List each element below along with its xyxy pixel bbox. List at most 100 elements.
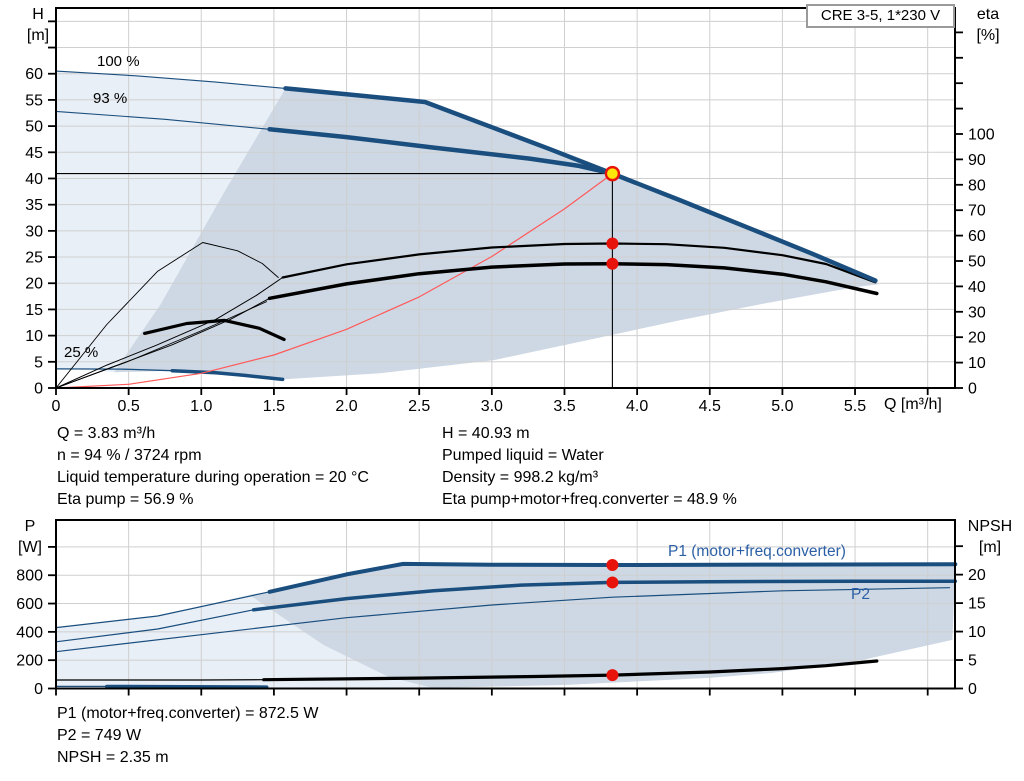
curve-max-envelope-thick xyxy=(283,86,878,283)
tick-label: 5.0 xyxy=(771,398,793,415)
tick-label: 10 xyxy=(968,624,986,641)
p2-thick xyxy=(251,579,958,612)
npsh-thick xyxy=(262,659,879,682)
qh-chart-plot-area[interactable] xyxy=(56,8,955,388)
tick-label: 600 xyxy=(16,596,43,613)
result-line-eta-pump: Eta pump = 56.9 % xyxy=(57,491,194,508)
tick-label: 10 xyxy=(25,328,43,345)
power-band-dark xyxy=(249,563,956,688)
result-block-left: Q = 3.83 m³/h n = 94 % / 3724 rpm Liquid… xyxy=(57,423,369,511)
tick-label: 70 xyxy=(968,203,986,220)
result-line-liquid: Pumped liquid = Water xyxy=(442,447,604,464)
tick-label: 200 xyxy=(16,653,43,670)
eta-axis-title: eta [%] xyxy=(976,6,1000,44)
tick-label: 55 xyxy=(25,92,43,109)
curve-25pct-thick xyxy=(170,368,285,382)
tick-label: 20 xyxy=(968,330,986,347)
eta-pump-thin xyxy=(55,277,284,389)
tick-label: 80 xyxy=(968,177,986,194)
result-block-power: P1 (motor+freq.converter) = 872.5 W P2 =… xyxy=(57,703,318,769)
npsh-axis-title: NPSH [m] xyxy=(967,518,1013,556)
p1-point xyxy=(606,558,619,571)
p1-thick xyxy=(267,561,958,594)
tick-label: 5 xyxy=(34,354,43,371)
tick-label: 100 xyxy=(968,126,995,143)
eta-25pct-thick xyxy=(143,318,286,342)
curve-label: P2 xyxy=(851,586,870,603)
tick-label: 25 xyxy=(25,250,43,267)
result-line-h: H = 40.93 m xyxy=(442,425,530,442)
tick-label: 0.5 xyxy=(118,398,140,415)
tick-label: 15 xyxy=(25,302,43,319)
result-line-p1: P1 (motor+freq.converter) = 872.5 W xyxy=(57,705,319,722)
p1-thin xyxy=(55,591,271,629)
tick-label: 20 xyxy=(968,567,986,584)
result-block-right: H = 40.93 m Pumped liquid = Water Densit… xyxy=(442,423,737,511)
tick-label: 0 xyxy=(968,681,977,698)
gridlines xyxy=(56,520,955,689)
axis-ticks: 0 200 400 600 800 0 5 10 15 20 xyxy=(16,545,986,698)
tick-label: 90 xyxy=(968,152,986,169)
tick-label: 45 xyxy=(25,145,43,162)
tick-label: 0 xyxy=(34,681,43,698)
tick-label: 0 xyxy=(968,381,977,398)
p2-thin xyxy=(55,609,255,643)
tick-label: 50 xyxy=(968,253,986,270)
result-line-temperature: Liquid temperature during operation = 20… xyxy=(57,469,369,486)
tick-label: 2.0 xyxy=(335,398,357,415)
eta-total-point xyxy=(606,257,619,270)
tick-label: 0 xyxy=(52,398,61,415)
tick-label: 30 xyxy=(968,304,986,321)
power-npsh-chart: 0 200 400 600 800 0 5 10 15 20 P1 (motor+freq.conv… xyxy=(16,519,986,698)
p-93pct-thin xyxy=(55,587,951,653)
h-axis-title: H [m] xyxy=(26,6,50,44)
red-control-curve xyxy=(55,173,613,389)
tick-label: 4.0 xyxy=(626,398,648,415)
curve-100pct-thin xyxy=(55,70,287,89)
tick-label: 4.5 xyxy=(699,398,721,415)
tick-label: 60 xyxy=(968,228,986,245)
tick-label: 50 xyxy=(25,119,43,136)
tick-label: 800 xyxy=(16,568,43,585)
gridlines xyxy=(56,8,955,388)
curve-94pct-thick xyxy=(267,127,615,176)
tick-label: 5.5 xyxy=(844,398,866,415)
result-line-npsh: NPSH = 2.35 m xyxy=(57,749,169,766)
tick-label: 60 xyxy=(25,66,43,83)
axis-ticks: 0 0.5 1.0 1.5 2.0 2.5 3.0 3.5 4.0 4.5 5.0 5.5 0 5 10 15… xyxy=(25,20,995,415)
curve-label: P1 (motor+freq.converter) xyxy=(668,543,846,560)
tick-label: 3.5 xyxy=(553,398,575,415)
curve-label: 25 % xyxy=(64,344,98,361)
duty-point[interactable] xyxy=(604,165,621,182)
operating-band-dark xyxy=(114,88,879,380)
result-line-eta-total: Eta pump+motor+freq.converter = 48.9 % xyxy=(442,491,737,508)
tick-label: 30 xyxy=(25,223,43,240)
tick-label: 40 xyxy=(968,279,986,296)
result-line-speed: n = 94 % / 3724 rpm xyxy=(57,447,202,464)
result-line-q: Q = 3.83 m³/h xyxy=(57,425,156,442)
eta-pump-point xyxy=(606,237,619,250)
qh-chart-border xyxy=(55,7,956,389)
tick-label: 20 xyxy=(25,276,43,293)
tick-label: 400 xyxy=(16,624,43,641)
speed-band-light xyxy=(56,71,286,373)
curve-label: 100 % xyxy=(97,53,140,70)
pump-title-box: CRE 3-5, 1*230 V xyxy=(806,4,955,28)
tick-label: 1.5 xyxy=(263,398,285,415)
p-25pct-thick xyxy=(105,684,269,689)
curve-93pct-thin xyxy=(55,110,271,130)
curve-25pct-thin xyxy=(55,368,173,372)
result-line-density: Density = 998.2 kg/m³ xyxy=(442,469,599,486)
tick-label: 2.5 xyxy=(408,398,430,415)
tick-label: 35 xyxy=(25,197,43,214)
qh-chart: 0 0.5 1.0 1.5 2.0 2.5 3.0 3.5 4.0 4.5 5.0 5.5 0 5 10 15… xyxy=(25,7,995,415)
result-line-p2: P2 = 749 W xyxy=(57,727,142,744)
tick-label: 10 xyxy=(968,355,986,372)
power-npsh-chart-plot-area[interactable] xyxy=(56,520,955,689)
curve-label: 93 % xyxy=(93,90,127,107)
tick-label: 15 xyxy=(968,596,986,613)
p2-point xyxy=(606,576,619,589)
tick-label: 0 xyxy=(34,381,43,398)
